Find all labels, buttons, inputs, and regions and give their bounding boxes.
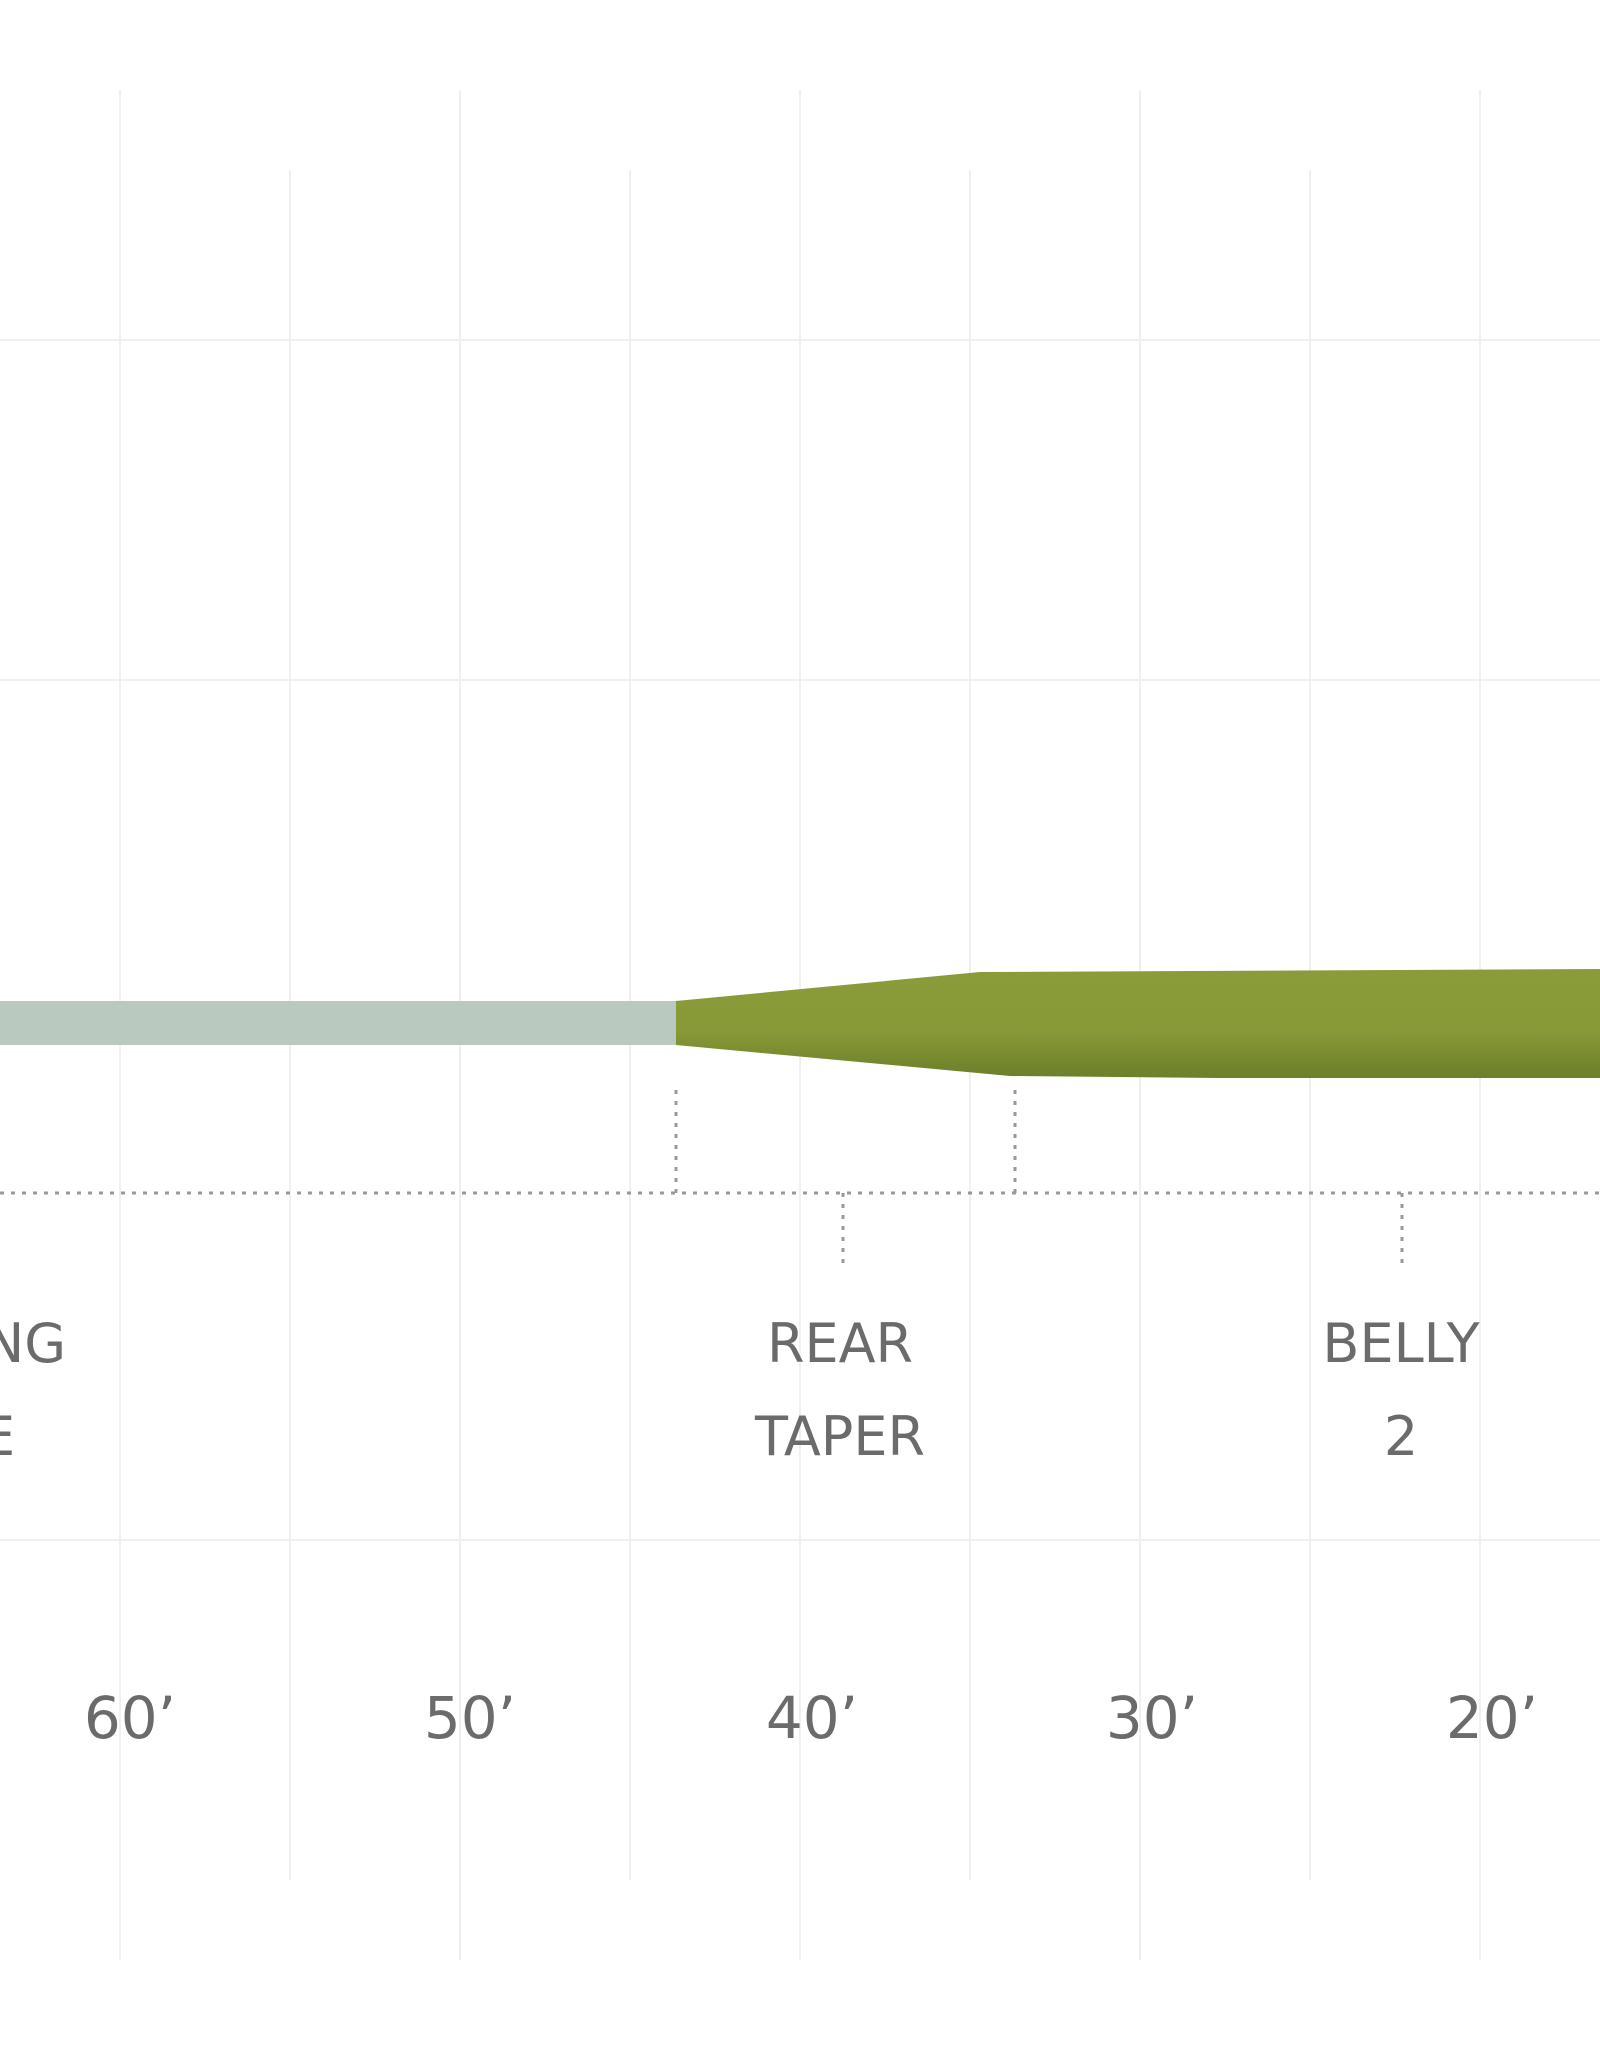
belly-2-label-line-1: BELLY: [1322, 1312, 1480, 1375]
section-markers: [0, 1090, 1600, 1265]
axis-tick-label: 50’: [424, 1684, 516, 1752]
rear-taper-label-line-2: TAPER: [754, 1405, 925, 1468]
axis-tick-label: 30’: [1106, 1684, 1198, 1752]
running-line-label-line-1: NG: [0, 1312, 66, 1375]
fly-line: [0, 969, 1600, 1078]
axis-tick-label: 40’: [766, 1684, 858, 1752]
running-line-label-line-2: E: [0, 1405, 15, 1468]
head-shape: [676, 969, 1600, 1078]
running-line-shape: [0, 1001, 676, 1045]
axis-tick-label: 60’: [84, 1684, 176, 1752]
distance-axis: 60’ 50’ 40’ 30’ 20’: [84, 1684, 1538, 1752]
belly-2-label-line-2: 2: [1384, 1405, 1418, 1468]
rear-taper-label-line-1: REAR: [767, 1312, 913, 1375]
section-labels: NG E REAR TAPER BELLY 2: [0, 1312, 1481, 1468]
axis-tick-label: 20’: [1446, 1684, 1538, 1752]
